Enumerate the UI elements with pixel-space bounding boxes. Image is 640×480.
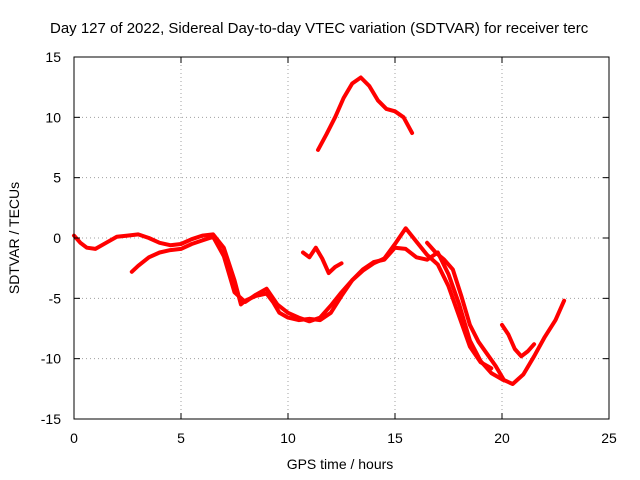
series-line-pass-e — [500, 322, 537, 359]
chart-title: Day 127 of 2022, Sidereal Day-to-day VTE… — [50, 20, 589, 37]
series-line-pass-d — [301, 245, 344, 275]
x-tick-label: 15 — [387, 430, 403, 446]
series-line-pass-b — [129, 226, 494, 371]
y-tick-label: 5 — [53, 170, 61, 186]
y-axis-label: SDTVAR / TECUs — [6, 182, 22, 294]
series-layer — [72, 75, 567, 386]
y-tick-label: 0 — [53, 230, 61, 246]
x-tick-label: 5 — [177, 430, 185, 446]
y-tick-label: 10 — [45, 109, 61, 125]
series-line-pass-f — [425, 240, 507, 383]
grid-lines — [74, 57, 609, 419]
x-tick-label: 20 — [494, 430, 510, 446]
x-tick-label: 0 — [70, 430, 78, 446]
x-axis-label: GPS time / hours — [287, 456, 394, 472]
series-line-pass-c — [316, 75, 415, 152]
y-tick-label: 15 — [45, 49, 61, 65]
y-tick-label: -10 — [41, 351, 61, 367]
axis-ticks: 0 5 10 15 20 25 -15 -10 -5 0 5 10 15 — [41, 49, 617, 446]
y-tick-label: -5 — [49, 290, 62, 306]
x-tick-label: 25 — [601, 430, 617, 446]
x-tick-label: 10 — [280, 430, 296, 446]
y-tick-label: -15 — [41, 411, 61, 427]
